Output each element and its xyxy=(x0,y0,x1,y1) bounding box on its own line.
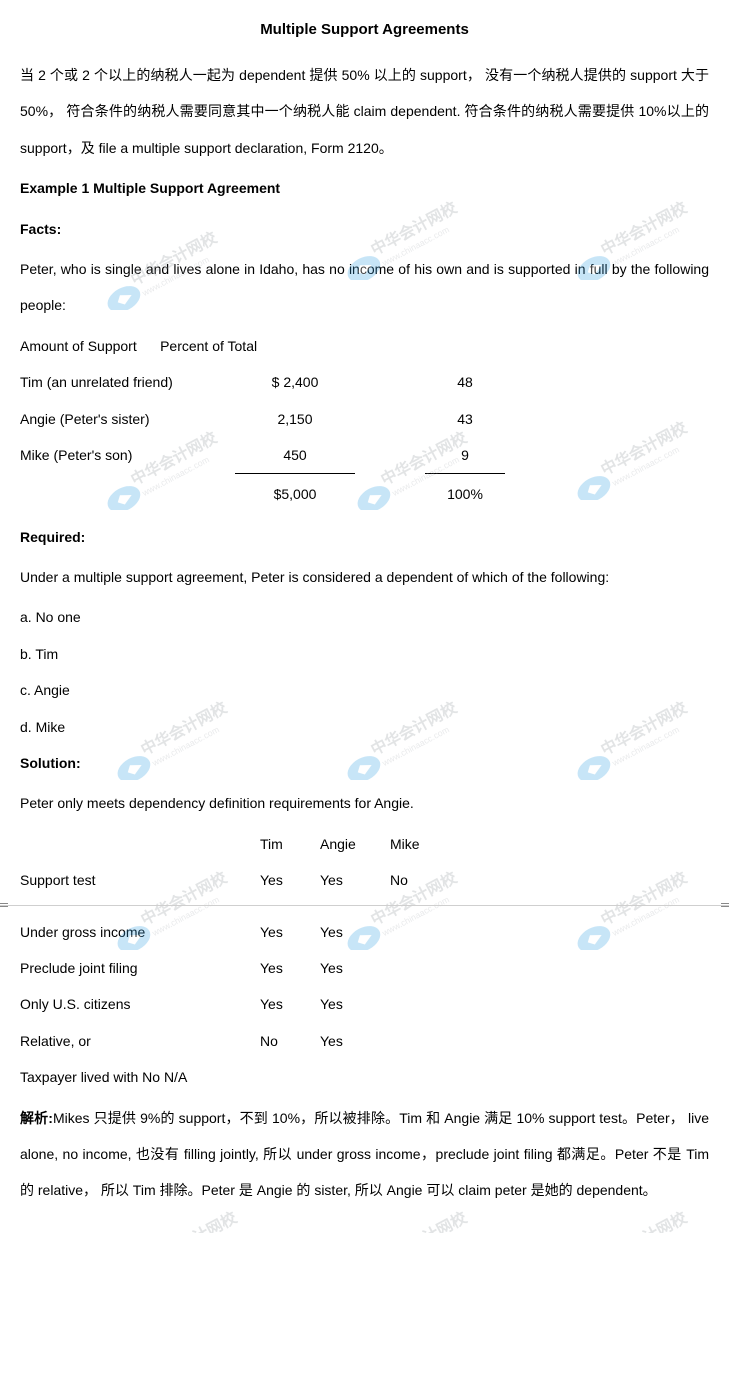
analysis-paragraph: 解析:Mikes 只提供 9%的 support，不到 10%，所以被排除。Ti… xyxy=(20,1100,709,1209)
sol-cell: Yes xyxy=(320,950,390,986)
option-b: b. Tim xyxy=(20,636,709,672)
support-name: Tim (an unrelated friend) xyxy=(20,364,235,400)
solution-intro: Peter only meets dependency definition r… xyxy=(20,785,709,821)
solution-table: Tim Angie Mike Support test Yes Yes No xyxy=(20,826,709,899)
table-row: Only U.S. citizens Yes Yes xyxy=(20,986,709,1022)
sol-col-header: Mike xyxy=(390,826,450,862)
option-d: d. Mike xyxy=(20,709,709,745)
page-title: Multiple Support Agreements xyxy=(20,10,709,49)
required-label: Required: xyxy=(20,519,709,555)
sol-col-header: Angie xyxy=(320,826,390,862)
option-c: c. Angie xyxy=(20,672,709,708)
sol-cell: Yes xyxy=(260,986,320,1022)
table-row: Angie (Peter's sister) 2,150 43 xyxy=(20,401,709,437)
table-total-row: $5,000 100% xyxy=(20,474,709,512)
sol-cell: Yes xyxy=(320,914,390,950)
analysis-text: Mikes 只提供 9%的 support，不到 10%，所以被排除。Tim 和… xyxy=(20,1110,709,1199)
option-a: a. No one xyxy=(20,599,709,635)
sol-cell: Yes xyxy=(260,862,320,898)
svg-text:中华会计网校: 中华会计网校 xyxy=(148,1210,241,1233)
support-percent: 48 xyxy=(425,364,505,400)
sol-row-label: Only U.S. citizens xyxy=(20,986,260,1022)
table-row: Preclude joint filing Yes Yes xyxy=(20,950,709,986)
support-amount: $ 2,400 xyxy=(235,364,355,400)
analysis-label: 解析: xyxy=(20,1110,53,1126)
svg-text:中华会计网校: 中华会计网校 xyxy=(378,1210,471,1233)
sol-row-label: Under gross income xyxy=(20,914,260,950)
sol-cell: Yes xyxy=(260,950,320,986)
table-row: Tim (an unrelated friend) $ 2,400 48 xyxy=(20,364,709,400)
support-table: Amount of Support Percent of Total Tim (… xyxy=(20,328,709,513)
sol-col-header: Tim xyxy=(260,826,320,862)
sol-cell: Yes xyxy=(260,914,320,950)
intro-paragraph: 当 2 个或 2 个以上的纳税人一起为 dependent 提供 50% 以上的… xyxy=(20,57,709,166)
table-row: Relative, or No Yes xyxy=(20,1023,709,1059)
sol-cell: No xyxy=(390,862,450,898)
facts-label: Facts: xyxy=(20,211,709,247)
support-percent: 43 xyxy=(425,401,505,437)
table-row: Under gross income Yes Yes xyxy=(20,914,709,950)
taxpayer-line: Taxpayer lived with No N/A xyxy=(20,1059,709,1095)
solution-table-cont: Under gross income Yes Yes Preclude join… xyxy=(20,914,709,1060)
watermark-icon: 中华会计网校www.chinaacc.com xyxy=(340,1210,480,1233)
example-heading: Example 1 Multiple Support Agreement xyxy=(20,170,709,206)
svg-text:中华会计网校: 中华会计网校 xyxy=(598,1210,691,1233)
sol-cell: No xyxy=(260,1023,320,1059)
sol-row-label: Support test xyxy=(20,862,260,898)
sol-row-label: Relative, or xyxy=(20,1023,260,1059)
support-amount: 2,150 xyxy=(235,401,355,437)
watermark-icon: 中华会计网校www.chinaacc.com xyxy=(110,1210,250,1233)
facts-text: Peter, who is single and lives alone in … xyxy=(20,251,709,324)
solution-label: Solution: xyxy=(20,745,709,781)
table-row: Mike (Peter's son) 450 9 xyxy=(20,437,709,474)
options-list: a. No one b. Tim c. Angie d. Mike xyxy=(20,599,709,745)
sol-cell: Yes xyxy=(320,986,390,1022)
support-name: Mike (Peter's son) xyxy=(20,437,235,473)
support-total-percent: 100% xyxy=(425,474,505,512)
support-percent: 9 xyxy=(425,437,505,474)
support-total-amount: $5,000 xyxy=(235,474,355,512)
required-text: Under a multiple support agreement, Pete… xyxy=(20,559,709,595)
page-divider xyxy=(20,905,709,906)
support-table-header: Amount of Support Percent of Total xyxy=(20,328,709,364)
sol-cell: Yes xyxy=(320,862,390,898)
support-amount: 450 xyxy=(235,437,355,474)
solution-header-row: Tim Angie Mike xyxy=(20,826,709,862)
sol-cell: Yes xyxy=(320,1023,390,1059)
support-name: Angie (Peter's sister) xyxy=(20,401,235,437)
watermark-icon: 中华会计网校www.chinaacc.com xyxy=(560,1210,700,1233)
sol-row-label: Preclude joint filing xyxy=(20,950,260,986)
table-row: Support test Yes Yes No xyxy=(20,862,709,898)
